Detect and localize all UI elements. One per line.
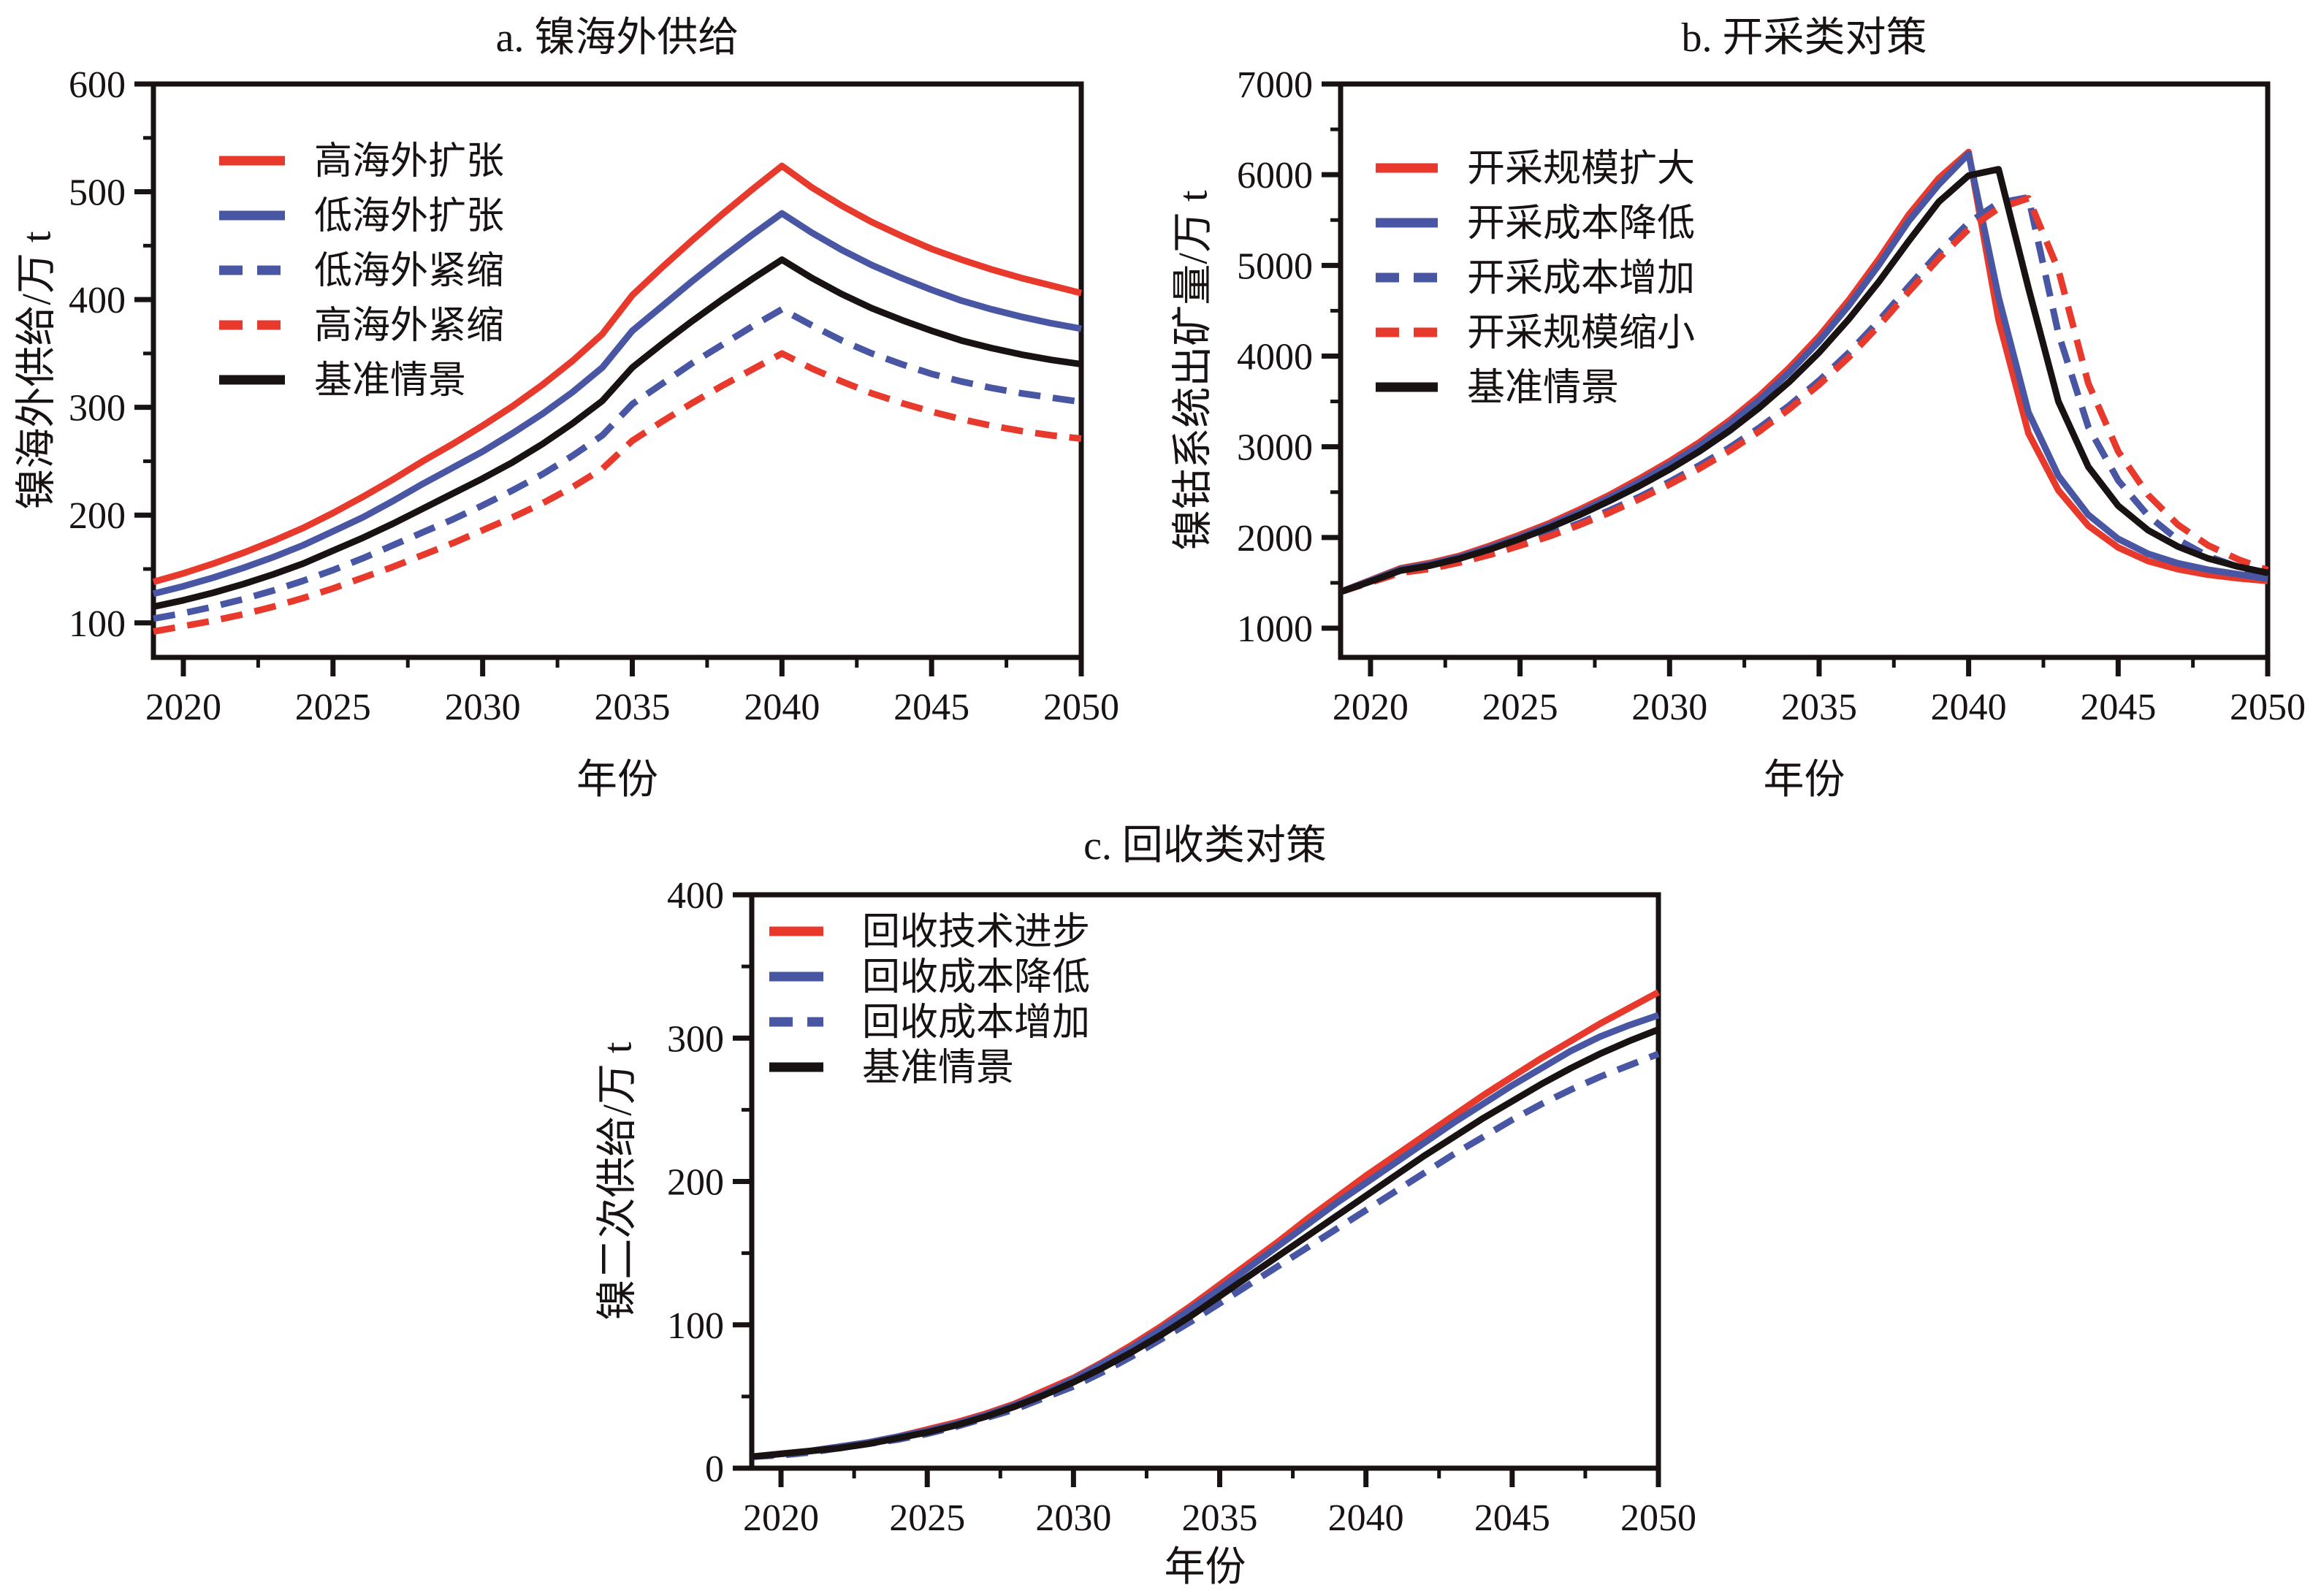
x-axis-ticks: 2020 2025 2030 2035 2040 2045 2050 <box>145 657 1119 728</box>
series-line-0-4 <box>153 256 1082 610</box>
series-lines <box>751 989 1661 1460</box>
x-tick-label: 2045 <box>1474 1497 1550 1539</box>
chart-overseas-supply-title: a. 镍海外供给 <box>495 15 739 61</box>
x-tick-label: 2030 <box>1631 687 1707 728</box>
x-tick-label: 2035 <box>1182 1497 1258 1539</box>
legend-item-label: 回收成本降低 <box>862 957 1090 999</box>
x-tick-label: 2020 <box>1333 687 1409 728</box>
x-tick-label: 2025 <box>889 1497 965 1539</box>
x-tick-label: 2040 <box>1931 687 2007 728</box>
x-tick-label: 2050 <box>2230 687 2306 728</box>
x-tick-label: 2050 <box>1043 687 1119 728</box>
plot-frame <box>1338 81 2271 660</box>
x-tick-label: 2020 <box>743 1497 819 1539</box>
y-tick-label: 2000 <box>1237 518 1313 560</box>
x-tick-label: 2035 <box>1781 687 1857 728</box>
chart-overseas-supply: 100 200 300 400 500 600 2020 2025 2030 2035 2040 20… <box>0 0 1156 803</box>
legend-item-label: 基准情景 <box>1467 367 1619 409</box>
chart-mining-measures: 1000 2000 3000 4000 5000 6000 7000 2020 2025 2030… <box>1156 0 2313 803</box>
chart-mining-measures-canvas: 1000 2000 3000 4000 5000 6000 7000 2020 2025 2030… <box>1237 64 2306 728</box>
chart-overseas-supply-x-axis-label: 年份 <box>576 757 658 803</box>
y-tick-label: 6000 <box>1237 155 1313 196</box>
x-axis-ticks: 2020 2025 2030 2035 2040 2045 2050 <box>743 1468 1696 1539</box>
chart-recycling-measures: 0 100 200 300 400 2020 2025 2030 2035 2040 2045 205… <box>577 803 1734 1596</box>
y-tick-label: 4000 <box>1237 337 1313 378</box>
series-line-1-3 <box>1339 195 2269 595</box>
y-axis-ticks: 1000 2000 3000 4000 5000 6000 7000 <box>1237 64 1341 650</box>
series-line-0-2 <box>153 305 1082 622</box>
y-tick-label: 100 <box>667 1305 724 1347</box>
x-tick-label: 2040 <box>1328 1497 1404 1539</box>
series-line-1-2 <box>1339 194 2269 595</box>
legend-item-label: 回收成本增加 <box>862 1002 1090 1044</box>
y-tick-label: 200 <box>69 495 126 537</box>
chart-recycling-measures-title: c. 回收类对策 <box>1083 823 1327 868</box>
legend-item-label: 低海外扩张 <box>314 196 504 237</box>
x-axis-ticks: 2020 2025 2030 2035 2040 2045 2050 <box>1333 657 2306 728</box>
series-line-2-2 <box>751 1050 1660 1460</box>
chart-mining-measures-y-axis-label: 镍钴系统出矿量/万 t <box>1170 190 1216 551</box>
y-tick-label: 300 <box>69 388 126 429</box>
x-tick-label: 2025 <box>1482 687 1558 728</box>
legend-item-label: 基准情景 <box>314 360 466 402</box>
legend-item-label: 开采规模扩大 <box>1467 148 1695 190</box>
chart-recycling-measures-canvas: 0 100 200 300 400 2020 2025 2030 2035 2040 2045 205… <box>667 875 1696 1539</box>
y-axis-ticks: 100 200 300 400 500 600 <box>69 64 153 645</box>
x-tick-label: 2045 <box>2080 687 2156 728</box>
plot-frame <box>150 81 1084 660</box>
y-tick-label: 400 <box>69 280 126 321</box>
x-tick-label: 2020 <box>145 687 221 728</box>
x-tick-label: 2050 <box>1620 1497 1696 1539</box>
series-line-1-4 <box>1339 166 2268 595</box>
y-tick-label: 600 <box>69 64 126 106</box>
x-tick-label: 2045 <box>893 687 969 728</box>
x-tick-label: 2025 <box>295 687 371 728</box>
y-tick-label: 3000 <box>1237 427 1313 469</box>
series-line-0-0 <box>152 162 1083 586</box>
series-lines <box>152 162 1083 635</box>
x-tick-label: 2040 <box>744 687 820 728</box>
legend-item-label: 开采成本降低 <box>1467 203 1695 245</box>
chart-recycling-measures-x-axis-label: 年份 <box>1164 1545 1246 1590</box>
y-tick-label: 1000 <box>1237 608 1313 650</box>
y-tick-label: 7000 <box>1237 64 1313 106</box>
y-tick-label: 400 <box>667 875 724 917</box>
legend-item-label: 回收技术进步 <box>862 912 1090 953</box>
series-line-0-3 <box>153 350 1082 635</box>
x-tick-label: 2030 <box>1035 1497 1111 1539</box>
y-tick-label: 300 <box>667 1018 724 1060</box>
series-lines <box>1339 148 2269 595</box>
x-tick-label: 2030 <box>445 687 521 728</box>
y-axis-ticks: 0 100 200 300 400 <box>667 875 752 1490</box>
y-tick-label: 200 <box>667 1162 724 1204</box>
legend-item-label: 开采规模缩小 <box>1467 313 1695 354</box>
chart-overseas-supply-y-axis-label: 镍海外供给/万 t <box>14 231 60 510</box>
y-tick-label: 0 <box>705 1448 724 1490</box>
y-tick-label: 5000 <box>1237 245 1313 287</box>
series-line-0-1 <box>152 210 1082 597</box>
y-tick-label: 100 <box>69 603 126 645</box>
x-tick-label: 2035 <box>594 687 670 728</box>
legend-item-label: 开采成本增加 <box>1467 258 1695 299</box>
series-line-2-3 <box>751 1026 1660 1460</box>
chart-mining-measures-title: b. 开采类对策 <box>1681 15 1927 61</box>
legend-item-label: 低海外紧缩 <box>314 251 504 292</box>
chart-recycling-measures-y-axis-label: 镍二次供给/万 t <box>595 1042 641 1321</box>
legend-item-label: 高海外紧缩 <box>314 305 504 347</box>
chart-mining-measures-x-axis-label: 年份 <box>1763 757 1845 803</box>
legend-item-label: 基准情景 <box>862 1047 1014 1089</box>
legend-item-label: 高海外扩张 <box>314 141 504 183</box>
y-tick-label: 500 <box>69 172 126 214</box>
